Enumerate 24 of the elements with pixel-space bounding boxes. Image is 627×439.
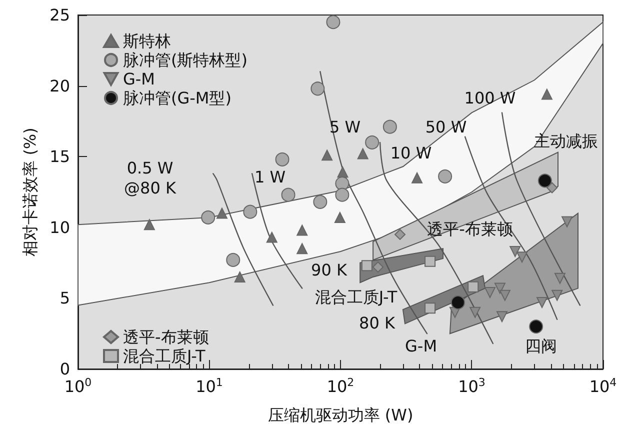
legend-label: 斯特林 xyxy=(123,32,171,50)
annotation: 100 W xyxy=(464,88,516,108)
legend-label: 脉冲管(斯特林型) xyxy=(123,50,248,70)
y-tick-label: 0 xyxy=(60,360,70,378)
legend-label: 透平-布莱顿 xyxy=(123,328,209,346)
y-axis-title: 相对卡诺效率 (%) xyxy=(20,128,40,256)
y-tick-label: 5 xyxy=(60,288,70,308)
annotation: 90 K xyxy=(311,260,348,280)
x-axis-title: 压缩机驱动功率 (W) xyxy=(268,406,414,424)
legend-label: G-M xyxy=(123,70,155,88)
annotation: 四阀 xyxy=(525,336,557,356)
annotation: G-M xyxy=(405,336,437,356)
annotation: 0.5 W @80 K xyxy=(124,158,176,198)
annotation: 混合工质J-T xyxy=(314,288,398,306)
legend-label: 混合工质J-T xyxy=(123,346,206,366)
y-tick-label: 25 xyxy=(50,6,70,24)
annotation: 50 W xyxy=(425,118,467,136)
y-tick-label: 15 xyxy=(50,147,70,166)
annotation: 10 W xyxy=(390,144,432,162)
annotation: 80 K xyxy=(359,314,396,332)
legend-label: 脉冲管(G-M型) xyxy=(123,88,232,108)
y-tick-label: 20 xyxy=(50,76,70,96)
y-tick-label: 10 xyxy=(50,218,70,237)
annotation: 1 W xyxy=(254,168,286,186)
